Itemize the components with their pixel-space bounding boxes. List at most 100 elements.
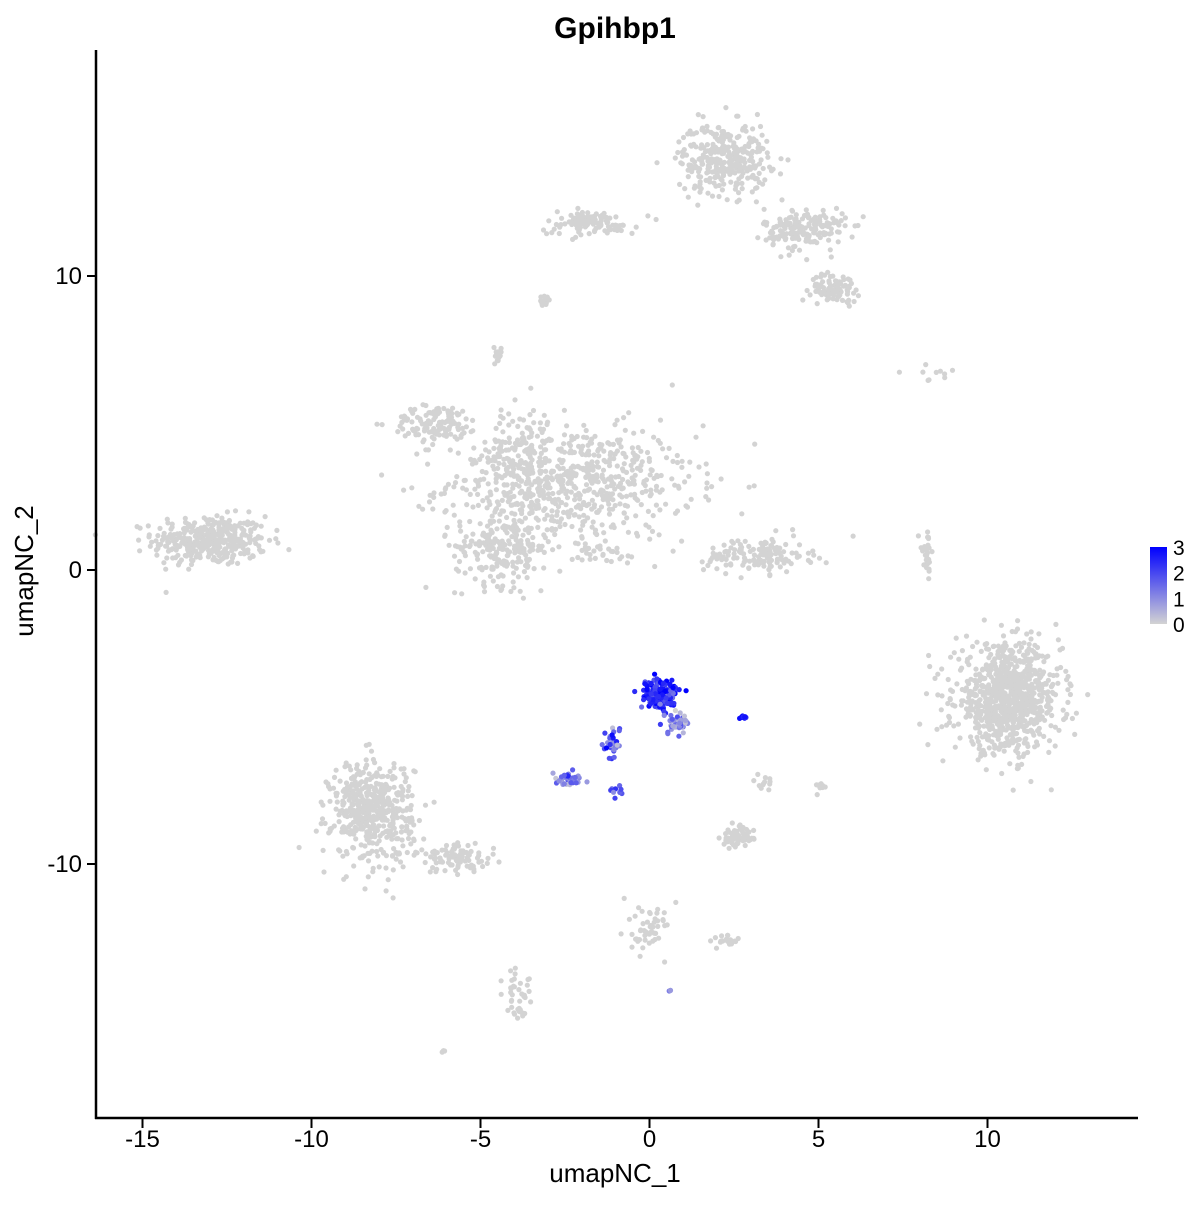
cell-point [520,595,527,601]
cell-point [354,819,360,825]
cell-point [633,513,639,519]
cell-point [368,807,374,813]
cell-point [182,515,188,521]
cell-point [362,804,369,811]
cell-point [483,447,489,453]
cell-point [391,784,397,790]
cell-point [1037,711,1043,717]
cell-point [820,207,826,213]
cell-point [770,230,776,236]
cell-point [768,552,774,558]
cell-point [632,688,638,695]
cell-point [1027,694,1033,700]
cell-point [409,408,415,414]
cell-point [188,529,194,535]
cell-point [572,511,578,518]
cell-point [490,578,496,584]
cell-point [399,814,405,820]
cell-point [521,460,528,466]
cell-point [579,535,585,541]
cell-point [995,643,1002,649]
cell-point [1000,716,1006,722]
cell-point [517,588,523,594]
cell-point [923,362,929,368]
cell-point [147,543,153,549]
cell-point [692,159,698,165]
cell-point [1001,727,1008,733]
cell-point [389,853,396,859]
cell-point [621,520,627,526]
cell-point [464,502,470,508]
cell-point [705,562,711,569]
cell-point [197,555,203,561]
cell-point [651,475,657,481]
cell-point [372,834,378,840]
cell-point [657,507,663,513]
cell-point [718,476,724,482]
cell-point [1063,668,1069,674]
cell-point [1050,681,1056,687]
cell-point [699,559,705,565]
cell-point [255,535,261,541]
cell-point [792,220,799,226]
cell-point [534,433,541,439]
cell-point [537,492,543,498]
cell-point [604,484,610,490]
cell-point [558,516,565,522]
cell-point [485,455,491,461]
cell-point [207,517,213,523]
cell-point [273,536,279,542]
cell-point [754,111,761,118]
cell-point [496,859,502,865]
cell-point [421,437,427,443]
cell-point [511,517,517,524]
cell-point [498,978,504,984]
cell-point [217,538,223,544]
cell-point [581,422,587,428]
cell-point [360,853,366,859]
cell-point [199,543,205,550]
cell-point [647,472,653,478]
cell-point [529,457,535,463]
cell-point [337,808,343,814]
cell-point [657,417,664,423]
cell-point [728,545,734,551]
cell-point [510,471,516,477]
cell-point [734,841,740,847]
cell-point [767,776,773,782]
cell-point [420,402,426,408]
cell-point [774,560,780,566]
cell-point [404,823,410,829]
cell-point [416,817,422,824]
cell-point [1065,699,1071,706]
cell-point [616,728,622,734]
cell-point [209,535,215,541]
cell-point [584,461,590,467]
cell-point [421,836,427,842]
cell-point [490,851,496,857]
cell-point [517,980,524,986]
cell-point [385,808,391,815]
cell-point [828,254,834,260]
cell-point [764,150,770,156]
cell-point [480,863,486,870]
cell-point [647,493,653,499]
cell-point [238,550,244,557]
cell-point [582,488,588,494]
cell-point [670,685,676,691]
cell-point [945,676,951,683]
cell-point [535,476,541,482]
cell-point [1000,633,1007,639]
cell-point [713,160,719,166]
cell-point [431,409,437,415]
cell-point [997,730,1004,737]
cell-point [612,795,618,801]
legend-label: 2 [1173,563,1185,586]
cell-point [735,113,741,119]
cell-point [455,871,461,878]
cell-point [614,463,620,469]
cell-point [841,283,847,289]
cell-point [470,504,476,510]
cell-point [550,770,556,776]
cell-point [543,468,549,474]
